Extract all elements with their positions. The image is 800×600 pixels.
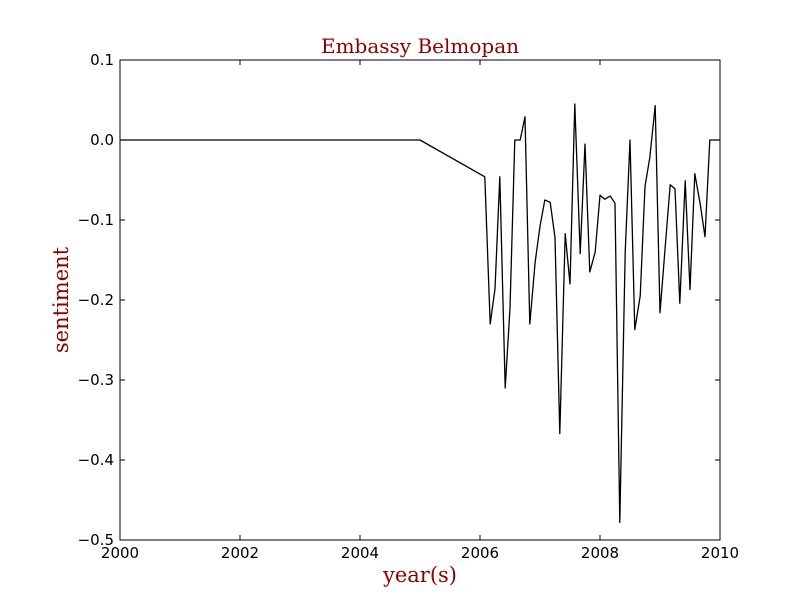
x-tick-label: 2000 [101,544,139,562]
y-tick-label: −0.1 [78,211,114,229]
x-tick-label: 2006 [461,544,499,562]
y-tick-label: 0.1 [90,51,114,69]
x-axis-label: year(s) [382,563,457,587]
y-tick-label: 0.0 [90,131,114,149]
x-tick-label: 2008 [581,544,619,562]
series-line-sentiment [120,103,720,524]
y-tick-label: −0.5 [78,531,114,549]
chart-title: Embassy Belmopan [321,34,519,58]
y-tick-label: −0.3 [78,371,114,389]
y-tick-label: −0.4 [78,451,114,469]
y-tick-label: −0.2 [78,291,114,309]
x-tick-label: 2010 [701,544,739,562]
x-tick-label: 2002 [221,544,259,562]
y-axis-label: sentiment [49,246,73,353]
x-tick-label: 2004 [341,544,379,562]
